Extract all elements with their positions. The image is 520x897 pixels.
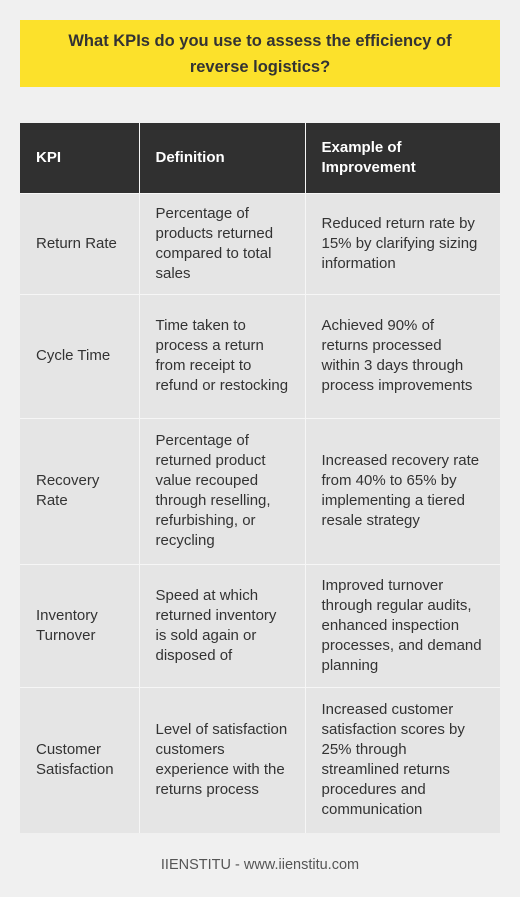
table-row: Return Rate Percentage of products retur… bbox=[20, 192, 500, 294]
table-row: Recovery Rate Percentage of returned pro… bbox=[20, 417, 500, 564]
definition-cell: Speed at which returned inventory is sol… bbox=[138, 563, 305, 687]
page-title: What KPIs do you use to assess the effic… bbox=[20, 20, 500, 87]
kpi-cell: Recovery Rate bbox=[20, 417, 139, 564]
definition-cell: Level of satisfaction customers experien… bbox=[138, 686, 305, 833]
definition-cell: Percentage of products returned compared… bbox=[138, 192, 305, 294]
footer-credit: IIENSTITU - www.iienstitu.com bbox=[160, 857, 360, 873]
kpi-table: KPI Definition Example of Improvement Re… bbox=[20, 123, 500, 833]
example-cell: Achieved 90% of returns processed within… bbox=[304, 293, 500, 418]
header-definition: Definition bbox=[138, 123, 305, 193]
kpi-cell: Customer Satisfaction bbox=[20, 686, 139, 833]
definition-cell: Time taken to process a return from rece… bbox=[138, 293, 305, 418]
example-cell: Improved turnover through regular audits… bbox=[304, 563, 500, 687]
kpi-cell: Inventory Turnover bbox=[20, 563, 139, 687]
example-cell: Reduced return rate by 15% by clarifying… bbox=[304, 192, 500, 294]
example-cell: Increased recovery rate from 40% to 65% … bbox=[304, 417, 500, 564]
table-row: Cycle Time Time taken to process a retur… bbox=[20, 293, 500, 418]
kpi-cell: Cycle Time bbox=[20, 293, 139, 418]
header-kpi: KPI bbox=[20, 123, 139, 193]
example-cell: Increased customer satisfaction scores b… bbox=[304, 686, 500, 833]
table-row: Inventory Turnover Speed at which return… bbox=[20, 563, 500, 687]
kpi-cell: Return Rate bbox=[20, 192, 139, 294]
header-example: Example of Improvement bbox=[304, 123, 500, 193]
table-row: Customer Satisfaction Level of satisfact… bbox=[20, 686, 500, 833]
table-header-row: KPI Definition Example of Improvement bbox=[20, 123, 500, 193]
definition-cell: Percentage of returned product value rec… bbox=[138, 417, 305, 564]
